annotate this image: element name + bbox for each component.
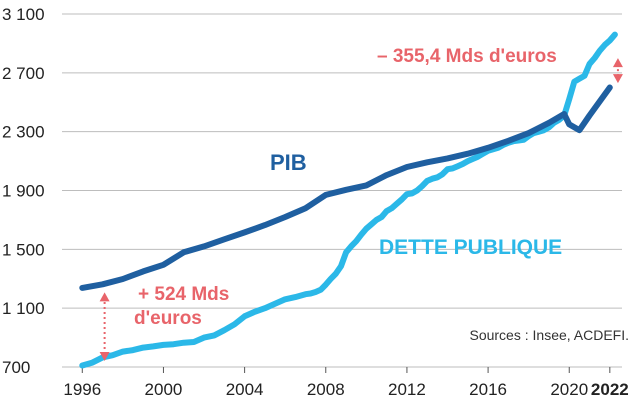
- y-tick-label: 1 900: [2, 182, 45, 201]
- annotation-gap-1996-line2: d'euros: [134, 308, 202, 329]
- gap-arrow-2022: [612, 58, 623, 84]
- x-tick-label: 2016: [469, 380, 507, 399]
- label-dette-publique: DETTE PUBLIQUE: [379, 236, 562, 259]
- annotation-gap-1996-line1: + 524 Mds: [138, 284, 229, 305]
- label-pib: PIB: [270, 150, 307, 175]
- series-line-pib: [79, 84, 613, 291]
- x-tick-label: 2004: [226, 380, 264, 399]
- x-tick-label: 2000: [145, 380, 183, 399]
- x-axis-ticks: 1996 2000 2004 2008 2012 2016 2020 2022: [63, 367, 629, 399]
- y-tick-label: 2 300: [2, 123, 45, 142]
- x-tick-label: 2008: [307, 380, 345, 399]
- x-tick-label: 2022: [591, 380, 629, 399]
- annotation-gap-2022: – 355,4 Mds d'euros: [377, 46, 557, 67]
- series-lines: [79, 31, 618, 369]
- gridlines: [62, 13, 622, 368]
- y-tick-label: 1 100: [2, 299, 45, 318]
- y-tick-label: 700: [2, 358, 30, 377]
- y-tick-label: 1 500: [2, 240, 45, 259]
- y-tick-label: 3 100: [2, 5, 45, 24]
- series-line-dette-publique: [79, 31, 618, 369]
- x-tick-label: 1996: [63, 380, 101, 399]
- gap-arrow-1997: [99, 292, 110, 362]
- gap-arrows: [99, 58, 623, 362]
- x-tick-label: 2012: [388, 380, 426, 399]
- y-axis-ticks: 700 1 100 1 500 1 900 2 300 2 700 3 100: [2, 5, 45, 377]
- x-tick-label: 2020: [550, 380, 588, 399]
- y-tick-label: 2 700: [2, 64, 45, 83]
- source-note: Sources : Insee, ACDEFI.: [469, 327, 629, 343]
